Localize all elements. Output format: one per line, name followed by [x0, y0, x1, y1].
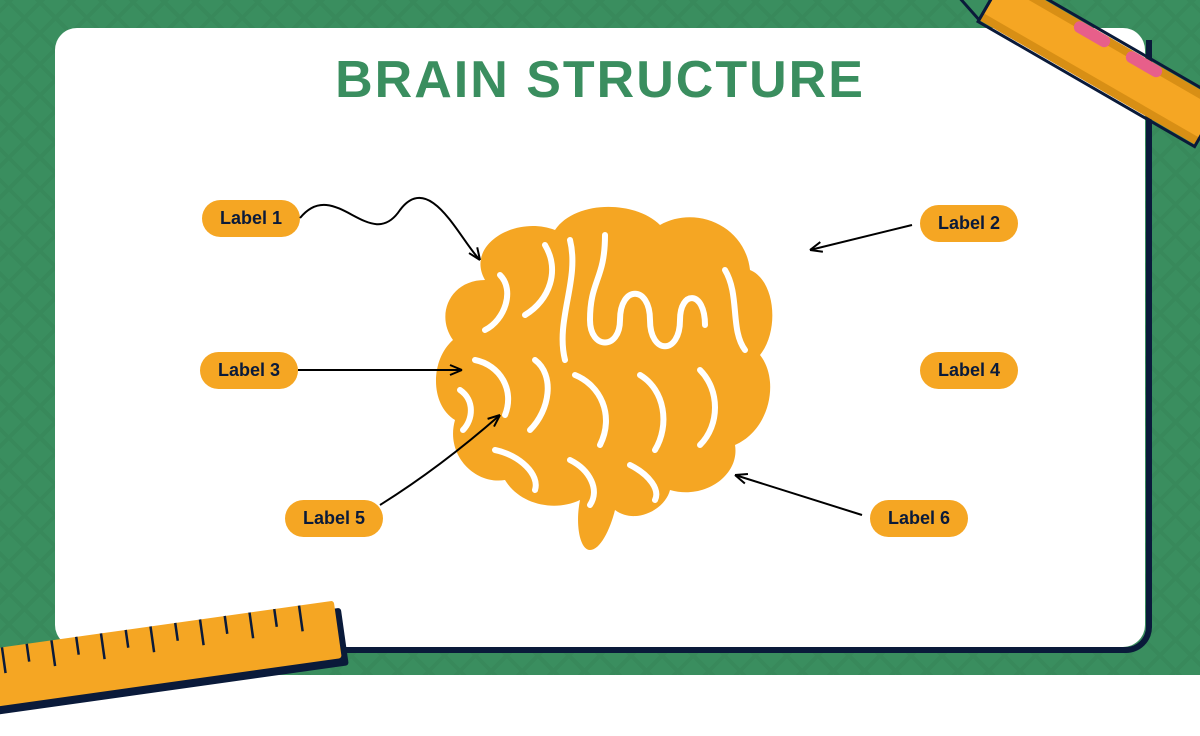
- label-text: Label 2: [938, 213, 1000, 233]
- label-pill-5: Label 5: [285, 500, 383, 537]
- label-pill-2: Label 2: [920, 205, 1018, 242]
- brain-illustration: [405, 190, 785, 550]
- label-text: Label 6: [888, 508, 950, 528]
- label-text: Label 5: [303, 508, 365, 528]
- label-text: Label 4: [938, 360, 1000, 380]
- label-pill-1: Label 1: [202, 200, 300, 237]
- label-text: Label 1: [220, 208, 282, 228]
- label-pill-4: Label 4: [920, 352, 1018, 389]
- label-pill-3: Label 3: [200, 352, 298, 389]
- label-text: Label 3: [218, 360, 280, 380]
- label-pill-6: Label 6: [870, 500, 968, 537]
